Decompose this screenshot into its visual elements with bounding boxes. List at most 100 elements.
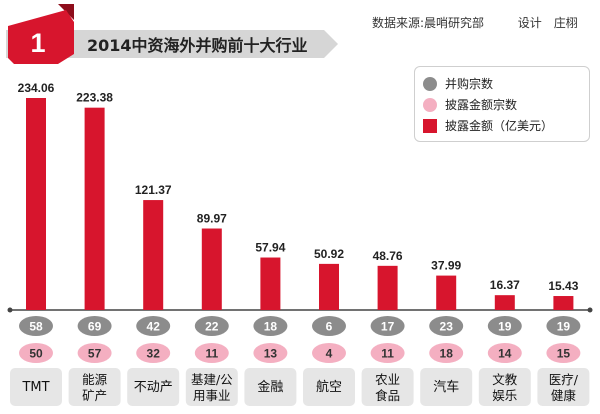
deal-count-circle — [546, 316, 581, 336]
bar-value-label: 89.97 — [197, 212, 227, 226]
chart-title: 2014中资海外并购前十大行业 — [87, 36, 308, 55]
disclosed-count-label: 14 — [498, 347, 512, 361]
category-label: 食品 — [375, 388, 400, 403]
category-label: 农业 — [375, 372, 400, 387]
bars-group: 234.06 223.38 121.37 89.97 57.94 50.92 48.76 37… — [7, 81, 593, 313]
bar-value-label: 15.43 — [548, 279, 578, 293]
category-label-box — [127, 368, 180, 406]
deal-count-circle — [312, 316, 346, 336]
category-label: 文教 — [492, 372, 518, 387]
legend-item-deal-count: 并购宗数 — [423, 73, 581, 94]
category-label-box — [10, 368, 62, 406]
disclosed-count-circle — [312, 343, 346, 363]
deal-count-label: 69 — [88, 320, 102, 334]
category-label-box — [361, 368, 414, 406]
legend-label-disclosed-count: 披露金额宗数 — [445, 98, 518, 112]
credit-text: 设计 庄栩 — [517, 16, 578, 30]
disclosed-count-circle — [429, 343, 464, 363]
title-banner — [6, 30, 338, 58]
legend: 并购宗数 披露金额宗数 披露金额（亿美元） — [414, 66, 590, 142]
category-label: 娱乐 — [492, 388, 517, 403]
disclosed-count-label: 13 — [264, 347, 278, 361]
legend-item-disclosed-amount: 披露金额（亿美元） — [423, 115, 581, 136]
bar — [84, 107, 105, 310]
deal-count-circle — [370, 316, 405, 336]
disclosed-count-circle — [194, 343, 229, 363]
bar-value-label: 50.92 — [314, 247, 344, 261]
bar — [553, 296, 574, 310]
deal-count-label: 23 — [440, 320, 454, 334]
category-label: 基建/公 — [191, 372, 233, 387]
bar-value-label: 48.76 — [373, 249, 403, 263]
category-label: 用事业 — [193, 388, 231, 403]
chart-header: 1 2014中资海外并购前十大行业 — [6, 4, 338, 64]
category-label-box — [244, 368, 297, 406]
deal-count-label: 22 — [205, 320, 219, 334]
deal-count-label: 6 — [326, 320, 333, 334]
category-label-box — [303, 368, 355, 406]
bar — [436, 275, 457, 310]
bar — [494, 295, 515, 310]
bar-value-label: 37.99 — [431, 259, 461, 273]
disclosed-count-label: 32 — [147, 347, 161, 361]
category-label: 健康 — [551, 388, 577, 403]
axis-end-dot — [587, 307, 593, 313]
count-circles-group: 58 69 42 22 18 6 17 23 19 19 50 57 32 11 13 4 11 18 14 15 — [19, 316, 581, 363]
bar — [260, 257, 281, 310]
disclosed-count-label: 50 — [29, 347, 43, 361]
category-label-box — [185, 368, 238, 406]
disclosed-count-circle — [136, 343, 171, 363]
bar — [26, 98, 46, 310]
deal-count-circle — [253, 316, 288, 336]
disclosed-count-label: 4 — [326, 347, 333, 361]
bar — [377, 265, 398, 310]
deal-count-label: 19 — [557, 320, 571, 334]
category-label: 能源 — [82, 372, 108, 387]
deal-count-label: 19 — [498, 320, 512, 334]
disclosed-count-label: 11 — [381, 347, 394, 361]
category-label: 汽车 — [433, 379, 459, 395]
category-label: 航空 — [316, 379, 342, 395]
deal-count-circle — [136, 316, 171, 336]
axis-end-dot — [7, 307, 13, 313]
deal-count-label: 18 — [264, 320, 278, 334]
source-line: 数据来源:晨哨研究部 设计 庄栩 — [372, 14, 578, 31]
bar-value-label: 121.37 — [135, 183, 172, 197]
disclosed-count-label: 57 — [88, 347, 102, 361]
deal-count-circle — [77, 316, 112, 336]
disclosed-count-circle — [370, 343, 405, 363]
category-label-box — [420, 368, 473, 406]
category-label: TMT — [21, 380, 49, 395]
deal-count-circle — [19, 316, 53, 336]
legend-label-deal-count: 并购宗数 — [445, 77, 494, 91]
category-label-box — [68, 368, 121, 406]
bar-value-label: 16.37 — [490, 278, 520, 292]
category-label: 矿产 — [82, 388, 107, 403]
rank-badge: 1 — [30, 28, 45, 58]
bar — [319, 263, 339, 310]
bar-value-label: 57.94 — [255, 241, 285, 255]
deal-count-label: 42 — [147, 320, 161, 334]
gray-circle-icon — [423, 76, 437, 91]
category-label: 不动产 — [134, 380, 173, 395]
category-label-box — [478, 368, 531, 406]
disclosed-count-circle — [253, 343, 288, 363]
disclosed-count-label: 18 — [440, 347, 454, 361]
bar-value-label: 223.38 — [76, 91, 113, 105]
deal-count-circle — [194, 316, 229, 336]
pink-circle-icon — [423, 97, 437, 112]
disclosed-count-label: 15 — [557, 347, 571, 361]
deal-count-circle — [487, 316, 522, 336]
bar-value-label: 234.06 — [18, 81, 55, 95]
source-text: 数据来源:晨哨研究部 — [372, 16, 485, 30]
red-square-icon — [423, 118, 437, 133]
disclosed-count-circle — [19, 343, 53, 363]
category-label-box — [537, 368, 590, 406]
deal-count-circle — [429, 316, 464, 336]
category-label: 金融 — [257, 379, 283, 395]
disclosed-count-circle — [77, 343, 112, 363]
badge-ribbon-icon — [8, 10, 74, 64]
legend-item-disclosed-count: 披露金额宗数 — [423, 94, 581, 115]
